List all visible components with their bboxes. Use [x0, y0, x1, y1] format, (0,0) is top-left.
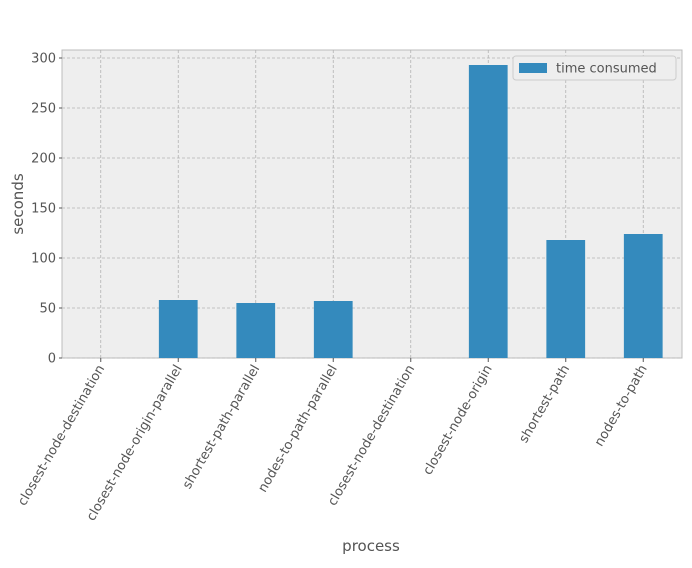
bar: [313, 301, 353, 358]
legend-box: [512, 55, 677, 81]
x-tick-label: closest-node-destination: [325, 363, 418, 509]
y-tick-label: 0: [48, 352, 56, 367]
y-tick-label: 300: [31, 52, 56, 67]
x-tick-label: nodes-to-path: [592, 363, 651, 450]
x-tick-label: shortest-path-parallel: [180, 363, 263, 492]
legend-label: time consumed: [556, 62, 657, 77]
bar: [236, 303, 276, 358]
bar: [158, 300, 198, 358]
y-axis-label: seconds: [9, 173, 27, 234]
x-tick-label: nodes-to-path-parallel: [255, 363, 340, 496]
plot-area: [61, 49, 683, 359]
legend-swatch: [519, 63, 547, 73]
x-tick-label: closest-node-origin: [421, 363, 496, 478]
y-tick-label: 150: [31, 202, 56, 217]
bar: [546, 240, 586, 358]
x-axis-label: process: [342, 537, 400, 555]
x-tick-label: closest-node-destination: [15, 363, 108, 509]
x-tick-label: shortest-path: [516, 363, 573, 446]
y-tick-label: 250: [31, 102, 56, 117]
y-tick-label: 100: [31, 252, 56, 267]
bar: [623, 234, 663, 358]
y-tick-label: 200: [31, 152, 56, 167]
bar: [468, 65, 508, 358]
y-tick-label: 50: [39, 302, 56, 317]
x-tick-label: closest-node-origin-parallel: [84, 363, 186, 524]
